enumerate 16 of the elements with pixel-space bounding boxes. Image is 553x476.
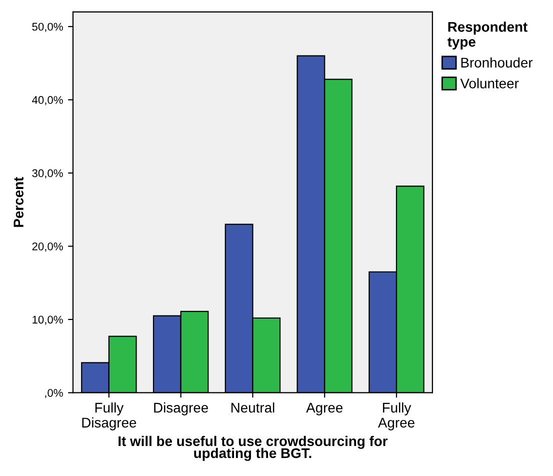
y-tick-label: 20,0% xyxy=(32,242,63,252)
y-tick-label: ,0% xyxy=(45,388,63,398)
legend-label: Volunteer xyxy=(460,78,519,88)
legend-label: Bronhouder xyxy=(461,57,533,68)
y-tick-label: 50,0% xyxy=(32,22,63,32)
y-tick-label: 30,0% xyxy=(32,169,63,178)
legend-title: Respondent type xyxy=(448,22,528,50)
x-tick-label: Agree xyxy=(306,402,343,416)
y-tick-label: 40,0% xyxy=(32,96,63,106)
x-tick-label: Fully Disagree xyxy=(82,402,136,430)
y-axis-title: Percent xyxy=(14,176,24,227)
y-tick-label: 10,0% xyxy=(32,316,63,325)
x-tick-label: Disagree xyxy=(154,402,208,416)
x-tick-label: Neutral xyxy=(231,402,274,413)
x-tick-label: Fully Agree xyxy=(378,402,414,430)
x-axis-title: It will be useful to use crowdsourcing for updating the BGT. xyxy=(118,436,388,461)
